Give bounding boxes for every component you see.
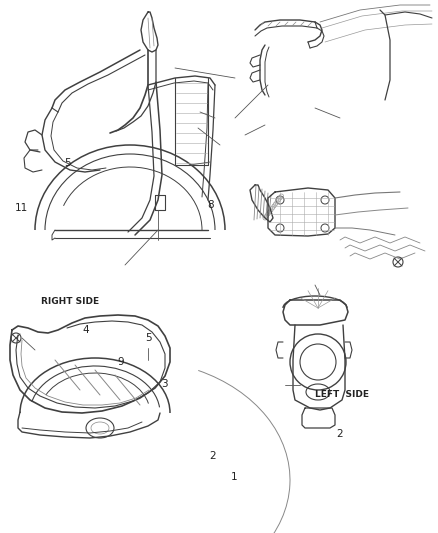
Text: 4: 4 [82, 326, 89, 335]
Text: 5: 5 [64, 158, 71, 167]
Text: 8: 8 [207, 200, 214, 210]
Text: 3: 3 [161, 379, 168, 389]
Text: 11: 11 [15, 203, 28, 213]
Text: RIGHT SIDE: RIGHT SIDE [41, 297, 99, 305]
Text: LEFT  SIDE: LEFT SIDE [314, 390, 369, 399]
Text: 2: 2 [209, 451, 216, 461]
Text: 2: 2 [336, 430, 343, 439]
Text: 9: 9 [117, 358, 124, 367]
Text: 5: 5 [145, 334, 152, 343]
Text: 1: 1 [231, 472, 238, 482]
